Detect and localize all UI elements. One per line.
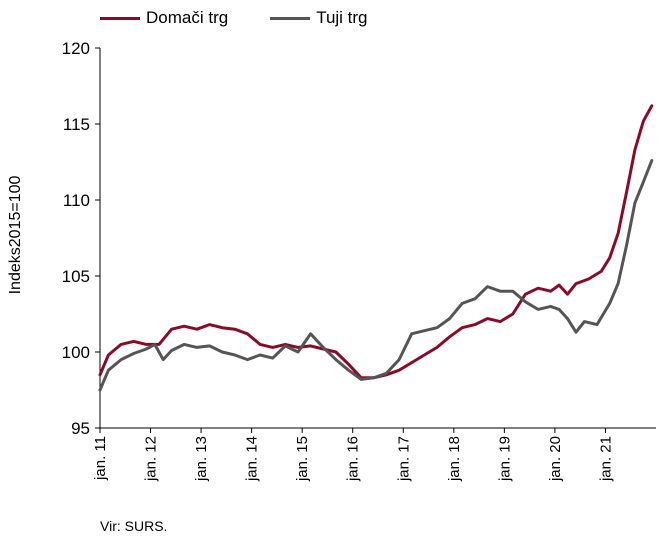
plot-frame [99, 48, 656, 429]
y-tick-label: 115 [63, 115, 90, 134]
x-tick-label: jan. 15 [294, 436, 311, 482]
y-tick-label: 105 [62, 267, 90, 286]
x-tick-label: jan. 19 [496, 436, 513, 482]
x-tick-label: jan. 21 [597, 436, 614, 482]
y-axis-label: Indeks2015=100 [7, 175, 24, 295]
series-line-foreign [98, 159, 654, 392]
x-tick-label: jan. 12 [143, 436, 160, 482]
y-tick-label: 110 [63, 191, 90, 210]
legend-item-foreign: Tuji trg [270, 8, 368, 28]
legend-label-domestic: Domači trg [146, 8, 229, 27]
series-line-domestic [98, 104, 654, 380]
x-tick-label: jan. 18 [446, 436, 463, 482]
x-tick-label: jan. 17 [395, 436, 412, 482]
y-tick-label: 120 [62, 39, 90, 58]
legend-item-domestic: Domači trg [100, 8, 228, 28]
series-layer [98, 104, 654, 392]
x-tick-label: jan. 14 [244, 436, 261, 482]
y-axis-ticks: 95 100 105 110 115 120 [62, 39, 100, 438]
x-tick-label: jan. 13 [193, 436, 210, 482]
x-axis-ticks: jan. 11 jan. 12 jan. 13 jan. 14 jan. 15 jan. … [92, 428, 614, 482]
source-note: Vir: SURS. [100, 518, 168, 534]
legend: Domači trg Tuji trg [100, 8, 368, 28]
y-tick-label: 100 [62, 343, 90, 362]
legend-label-foreign: Tuji trg [316, 8, 368, 27]
x-tick-label: jan. 11 [92, 436, 109, 481]
y-tick-label: 95 [71, 419, 90, 438]
x-tick-label: jan. 16 [345, 436, 362, 482]
legend-swatch-foreign [270, 16, 311, 20]
x-tick-label: jan. 20 [547, 436, 564, 482]
legend-swatch-domestic [100, 16, 140, 20]
